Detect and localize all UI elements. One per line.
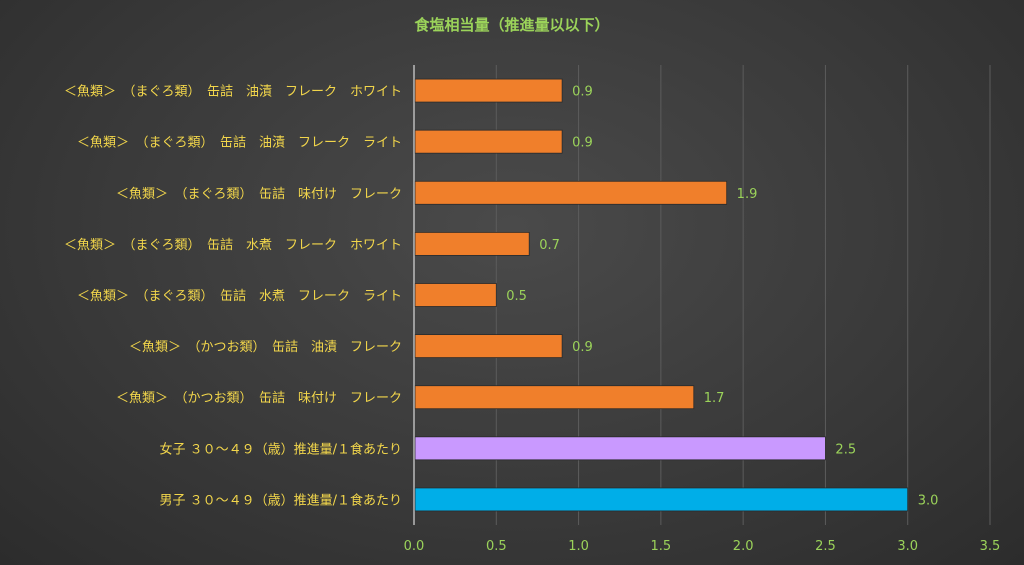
bar [414,436,826,461]
category-label: 男子 ３０～４９（歳）推進量/１食あたり [159,492,402,508]
category-label: ＜魚類＞ （かつお類） 缶詰 味付け フレーク [116,390,402,406]
bar [414,180,728,205]
bar [414,334,563,359]
x-tick-labels: 0.0 0.5 1.0 1.5 2.0 2.5 3.0 3.5 [404,539,1001,554]
bar [414,385,695,410]
x-tick-label: 2.0 [733,539,754,554]
category-label: ＜魚類＞ （まぐろ類） 缶詰 水煮 フレーク ライト [77,288,402,304]
bar [414,78,563,103]
category-label: 女子 ３０～４９（歳）推進量/１食あたり [159,441,402,457]
data-label: 0.9 [572,136,593,151]
x-tick-label: 3.0 [897,539,918,554]
bar [414,129,563,154]
data-labels: 0.9 0.9 1.9 0.7 0.5 0.9 1.7 2.5 3.0 [506,85,938,509]
chart-title: 食塩相当量（推進量以以下） [414,16,609,34]
x-tick-label: 1.5 [651,539,672,554]
x-tick-label: 1.0 [568,539,589,554]
x-tick-label: 2.5 [815,539,836,554]
x-tick-label: 3.5 [980,539,1001,554]
category-label: ＜魚類＞ （まぐろ類） 缶詰 水煮 フレーク ホワイト [64,237,402,253]
x-tick-label: 0.5 [486,539,507,554]
grid-lines [495,65,991,525]
bar [414,487,909,512]
data-label: 1.7 [704,391,725,406]
data-label: 0.5 [506,289,527,304]
data-label: 0.7 [539,238,560,253]
x-tick-label: 0.0 [404,539,425,554]
data-label: 0.9 [572,340,593,355]
category-label: ＜魚類＞ （まぐろ類） 缶詰 油漬 フレーク ライト [77,135,402,151]
data-label: 1.9 [737,187,758,202]
data-label: 2.5 [835,442,856,457]
category-labels: ＜魚類＞ （まぐろ類） 缶詰 油漬 フレーク ホワイト ＜魚類＞ （まぐろ類） 缶… [64,84,402,509]
bars [414,78,909,512]
data-label: 0.9 [572,85,593,100]
category-label: ＜魚類＞ （まぐろ類） 缶詰 味付け フレーク [116,186,402,202]
category-label: ＜魚類＞ （かつお類） 缶詰 油漬 フレーク [129,339,402,355]
data-label: 3.0 [918,493,939,508]
bar [414,283,497,307]
bar [414,231,530,256]
category-label: ＜魚類＞ （まぐろ類） 缶詰 油漬 フレーク ホワイト [64,84,402,100]
